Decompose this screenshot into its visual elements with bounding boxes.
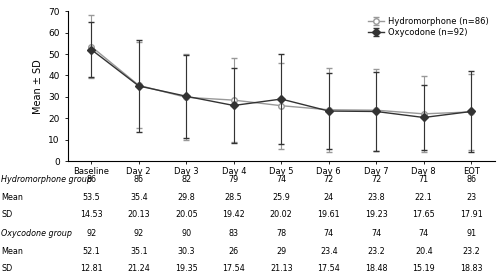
Legend: Hydromorphone (n=86), Oxycodone (n=92): Hydromorphone (n=86), Oxycodone (n=92) — [366, 15, 491, 38]
Text: 19.23: 19.23 — [365, 210, 388, 219]
Text: 72: 72 — [324, 175, 334, 184]
Text: 30.3: 30.3 — [178, 247, 195, 256]
Y-axis label: Mean ± SD: Mean ± SD — [33, 59, 43, 113]
Text: 19.61: 19.61 — [318, 210, 340, 219]
Text: 74: 74 — [276, 175, 286, 184]
Text: 23.4: 23.4 — [320, 247, 338, 256]
Text: 72: 72 — [371, 175, 382, 184]
Text: Hydromorphone group: Hydromorphone group — [1, 175, 92, 184]
Text: 20.13: 20.13 — [128, 210, 150, 219]
Text: 35.1: 35.1 — [130, 247, 148, 256]
Text: 29.8: 29.8 — [178, 193, 195, 202]
Text: 24: 24 — [324, 193, 334, 202]
Text: 15.19: 15.19 — [412, 264, 435, 273]
Text: 82: 82 — [181, 175, 192, 184]
Text: 25.9: 25.9 — [272, 193, 290, 202]
Text: 17.54: 17.54 — [222, 264, 245, 273]
Text: 74: 74 — [324, 229, 334, 238]
Text: 28.5: 28.5 — [225, 193, 242, 202]
Text: 22.1: 22.1 — [415, 193, 432, 202]
Text: 74: 74 — [418, 229, 429, 238]
Text: 17.54: 17.54 — [318, 264, 340, 273]
Text: SD: SD — [1, 264, 12, 273]
Text: Oxycodone group: Oxycodone group — [1, 229, 72, 238]
Text: 20.05: 20.05 — [175, 210, 198, 219]
Text: 19.42: 19.42 — [222, 210, 245, 219]
Text: 92: 92 — [86, 229, 97, 238]
Text: 12.81: 12.81 — [80, 264, 102, 273]
Text: 92: 92 — [134, 229, 144, 238]
Text: 18.83: 18.83 — [460, 264, 482, 273]
Text: 91: 91 — [466, 229, 476, 238]
Text: 78: 78 — [276, 229, 286, 238]
Text: 17.91: 17.91 — [460, 210, 482, 219]
Text: 74: 74 — [371, 229, 382, 238]
Text: 23: 23 — [466, 193, 476, 202]
Text: 71: 71 — [418, 175, 429, 184]
Text: 23.2: 23.2 — [368, 247, 385, 256]
Text: 26: 26 — [228, 247, 239, 256]
Text: 18.48: 18.48 — [365, 264, 388, 273]
Text: 19.35: 19.35 — [175, 264, 198, 273]
Text: 86: 86 — [134, 175, 143, 184]
Text: 20.02: 20.02 — [270, 210, 292, 219]
Text: 86: 86 — [86, 175, 96, 184]
Text: 35.4: 35.4 — [130, 193, 148, 202]
Text: 20.4: 20.4 — [415, 247, 432, 256]
Text: 21.24: 21.24 — [128, 264, 150, 273]
Text: 86: 86 — [466, 175, 476, 184]
Text: Mean: Mean — [1, 247, 23, 256]
Text: 23.2: 23.2 — [462, 247, 480, 256]
Text: 52.1: 52.1 — [82, 247, 100, 256]
Text: SD: SD — [1, 210, 12, 219]
Text: 90: 90 — [181, 229, 192, 238]
Text: 29: 29 — [276, 247, 286, 256]
Text: 17.65: 17.65 — [412, 210, 435, 219]
Text: 79: 79 — [228, 175, 239, 184]
Text: Mean: Mean — [1, 193, 23, 202]
Text: 21.13: 21.13 — [270, 264, 292, 273]
Text: 53.5: 53.5 — [82, 193, 100, 202]
Text: 83: 83 — [228, 229, 239, 238]
Text: 14.53: 14.53 — [80, 210, 102, 219]
Text: 23.8: 23.8 — [368, 193, 385, 202]
